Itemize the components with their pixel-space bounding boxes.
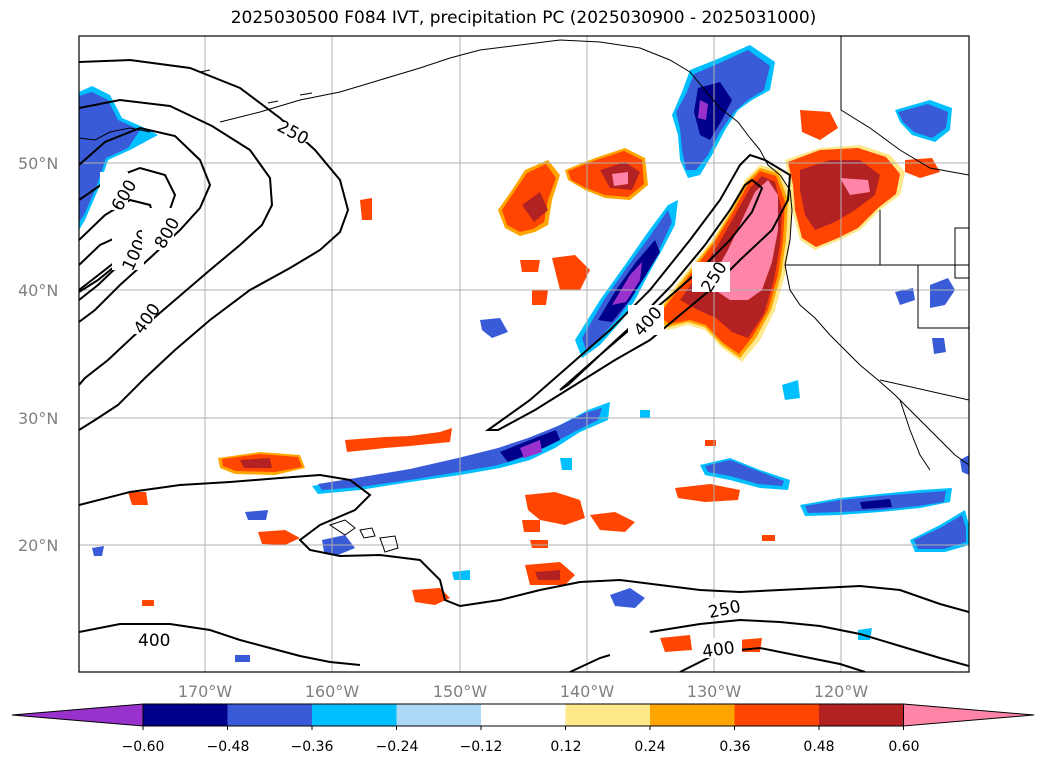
colorbar-swatch (396, 704, 481, 726)
colorbar-swatch (481, 704, 566, 726)
plot-area (79, 36, 969, 672)
positive-anomaly-layer (128, 110, 940, 652)
lat-label: 30°N (18, 409, 58, 428)
colorbar-tick-label: −0.60 (122, 739, 165, 755)
colorbar-frame (142, 703, 904, 727)
colorbar-tick-label: −0.36 (291, 739, 334, 755)
colorbar-tick-label: 0.60 (888, 739, 919, 755)
lon-label: 170°W (178, 682, 233, 701)
colorbar-swatch (227, 704, 312, 726)
lon-label: 160°W (305, 682, 360, 701)
colorbar-swatch (650, 704, 735, 726)
contour-label-group: 250 600 1000 800 400 250 400 250 400 400 (100, 117, 746, 662)
longitude-labels: 170°W 160°W 150°W 140°W 130°W 120°W (178, 682, 869, 701)
lat-label: 50°N (18, 154, 58, 173)
colorbar-tick-label: −0.48 (207, 739, 250, 755)
colorbar-extend-low (11, 703, 144, 727)
coastlines (79, 36, 969, 553)
colorbar-tick-label: −0.24 (376, 739, 419, 755)
colorbar-tick-label: 0.48 (803, 739, 834, 755)
lon-label: 130°W (687, 682, 742, 701)
colorbar-swatch (143, 704, 228, 726)
contour-label: 400 (701, 638, 736, 662)
colorbar-swatch (819, 704, 904, 726)
latitude-labels: 50°N 40°N 30°N 20°N (18, 154, 58, 555)
colorbar-swatch (734, 704, 819, 726)
negative-anomaly-layer (79, 45, 969, 662)
colorbar-tick-label: 0.36 (719, 739, 750, 755)
lat-label: 20°N (18, 536, 58, 555)
gridlines (79, 36, 969, 672)
plot-frame (78, 35, 970, 673)
colorbar-tick-label: 0.24 (634, 739, 665, 755)
lon-label: 150°W (433, 682, 488, 701)
lon-label: 140°W (560, 682, 615, 701)
colorbar-tick-label: 0.12 (550, 739, 581, 755)
colorbar-tick-label: −0.12 (460, 739, 503, 755)
chart-title: 2025030500 F084 IVT, precipitation PC (2… (230, 8, 817, 28)
colorbar-ticks: −0.60 −0.48 −0.36 −0.24 −0.12 0.12 0.24 … (122, 739, 920, 755)
colorbar-swatch (312, 704, 397, 726)
contour-label: 400 (138, 631, 170, 651)
lon-label: 120°W (814, 682, 869, 701)
colorbar-extend-high (903, 703, 1035, 727)
lat-label: 40°N (18, 281, 58, 300)
colorbar-swatch (565, 704, 650, 726)
colorbar-swatches (11, 703, 1035, 730)
